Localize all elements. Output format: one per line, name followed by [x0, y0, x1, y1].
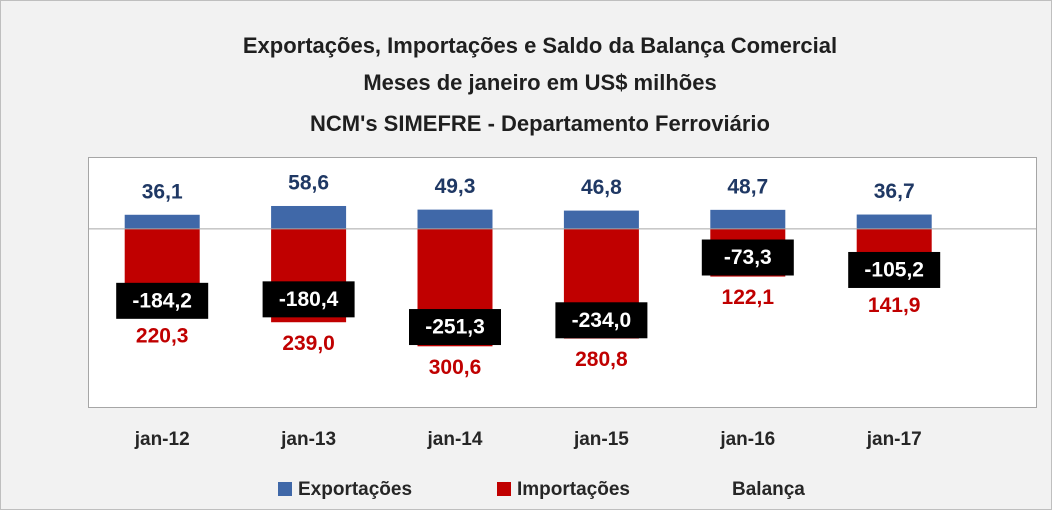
- legend-swatch: [497, 482, 511, 496]
- data-label: 300,6: [429, 356, 482, 379]
- bar: [124, 214, 200, 229]
- balance-label-box: [555, 302, 648, 339]
- legend-swatch: [278, 482, 292, 496]
- data-label: -105,2: [864, 259, 924, 282]
- x-tick-label: jan-15: [573, 429, 629, 450]
- x-tick-label: jan-12: [134, 429, 190, 450]
- data-label: 239,0: [282, 332, 335, 355]
- x-tick-label: jan-14: [427, 429, 483, 450]
- balance-label-box: [848, 251, 941, 288]
- data-label: 141,9: [868, 294, 921, 317]
- data-label: -180,4: [279, 288, 339, 311]
- balance-label-box: [116, 282, 209, 319]
- x-tick-label: jan-16: [719, 429, 775, 450]
- bar: [563, 210, 639, 229]
- data-label: 36,7: [874, 180, 915, 203]
- data-label: 280,8: [575, 348, 628, 371]
- balance-label-box: [262, 281, 355, 318]
- bar: [710, 209, 786, 229]
- bar: [271, 205, 347, 229]
- legend-label: Exportações: [298, 479, 412, 500]
- legend-label: Importações: [517, 479, 630, 500]
- data-label: 36,1: [142, 180, 183, 203]
- x-tick-label: jan-17: [866, 429, 922, 450]
- bar: [856, 214, 932, 229]
- data-label: -234,0: [572, 309, 632, 332]
- data-label: 122,1: [722, 286, 775, 309]
- data-label: 58,6: [288, 172, 329, 195]
- chart-title: NCM's SIMEFRE - Departamento Ferroviário: [310, 111, 770, 136]
- data-label: -184,2: [132, 289, 192, 312]
- data-label: 46,8: [581, 176, 622, 199]
- data-label: 49,3: [435, 175, 476, 198]
- x-tick-label: jan-13: [280, 429, 336, 450]
- bar: [417, 209, 493, 229]
- chart-title: Exportações, Importações e Saldo da Bala…: [243, 33, 837, 58]
- chart-title: Meses de janeiro em US$ milhões: [363, 70, 716, 95]
- data-label: 220,3: [136, 324, 189, 347]
- data-label: -251,3: [425, 316, 485, 339]
- balance-label-box: [409, 309, 501, 346]
- balance-label-box: [701, 239, 794, 276]
- data-label: -73,3: [724, 246, 772, 269]
- data-label: 48,7: [727, 175, 768, 198]
- legend-label: Balança: [732, 479, 805, 500]
